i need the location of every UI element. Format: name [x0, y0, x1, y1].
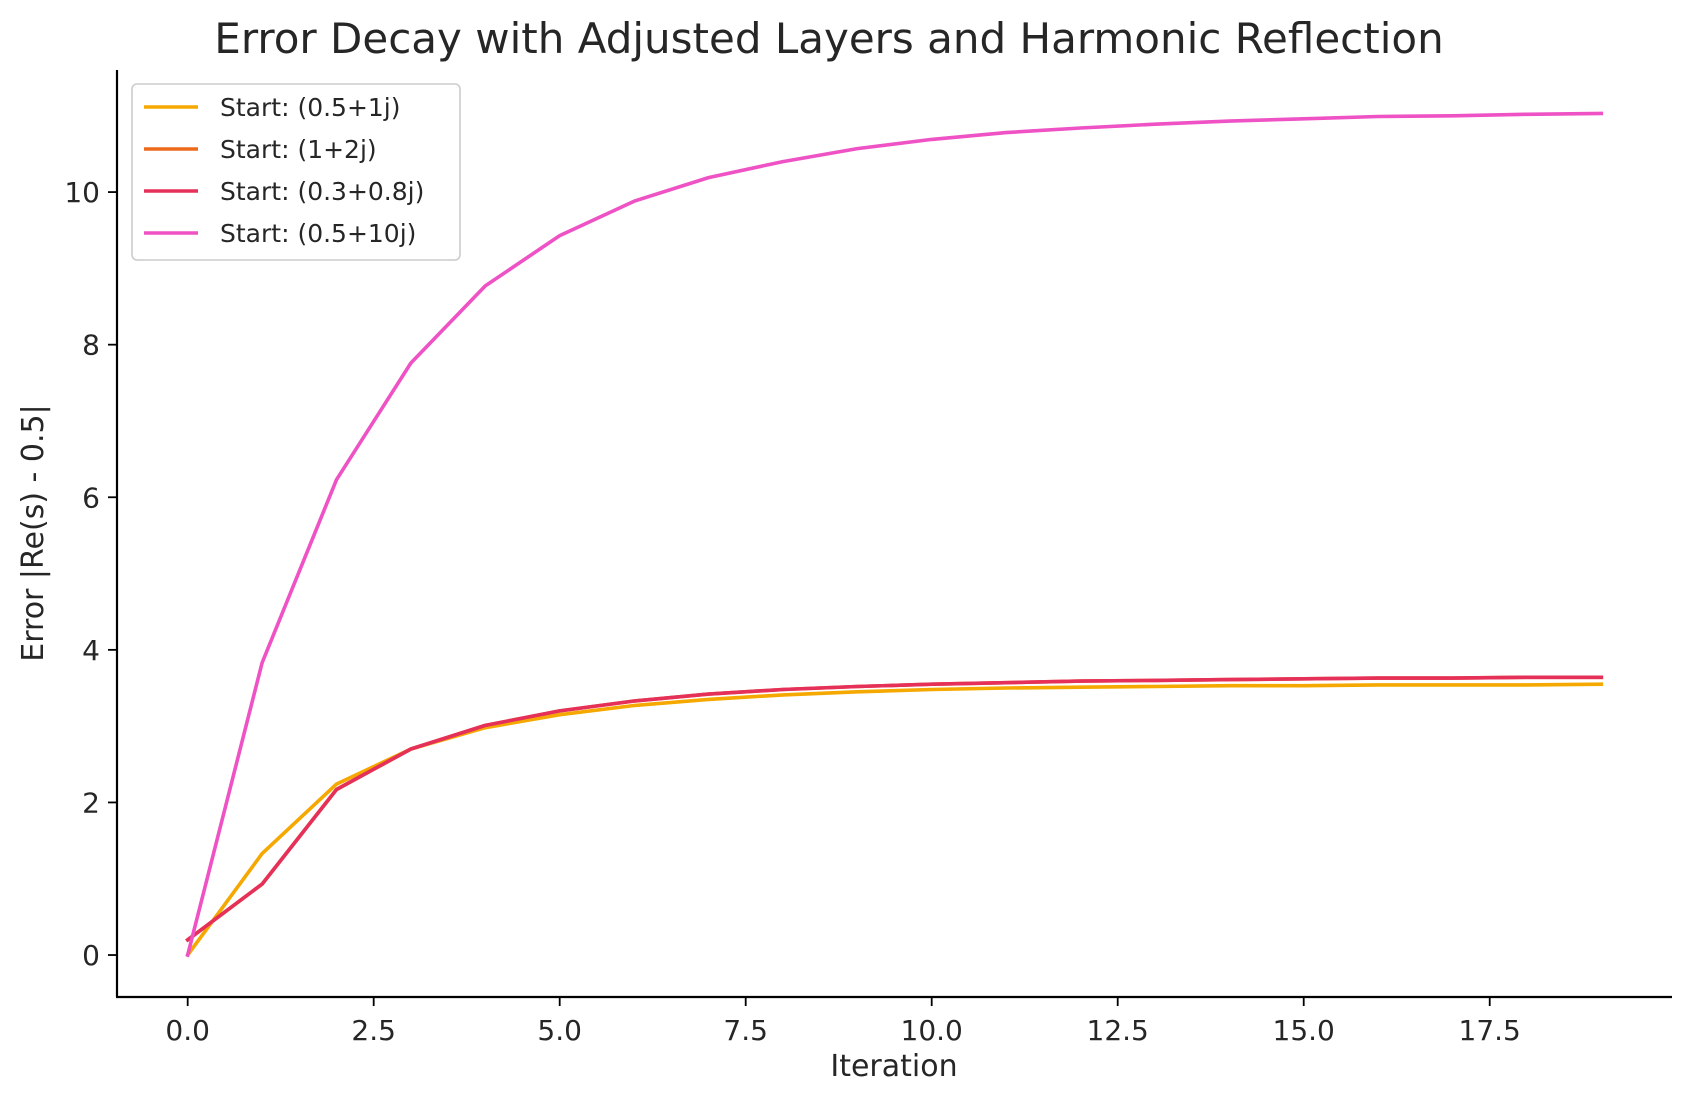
series-line-1	[185, 682, 1604, 958]
chart-title: Error Decay with Adjusted Layers and Har…	[214, 14, 1443, 63]
legend-label: Start: (0.5+10j)	[220, 219, 416, 248]
y-tick-label: 10	[64, 176, 100, 209]
legend-label: Start: (1+2j)	[220, 135, 377, 164]
x-tick-label: 2.5	[351, 1014, 396, 1047]
y-axis-label: Error |Re(s) - 0.5|	[16, 404, 51, 661]
legend: Start: (0.5+1j) Start: (1+2j) Start: (0.3+…	[131, 83, 461, 261]
plot-area	[185, 111, 1604, 958]
y-tick-label: 6	[82, 481, 100, 514]
y-tick-label: 8	[82, 329, 100, 362]
y-axis-ticks: 0 2 4 6 8 10	[64, 176, 117, 972]
legend-frame	[131, 83, 461, 261]
x-tick-label: 12.5	[1087, 1014, 1149, 1047]
series-line-3	[185, 675, 1604, 943]
x-axis-label: Iteration	[830, 1049, 957, 1084]
series-line-2	[185, 675, 1604, 943]
x-tick-label: 15.0	[1273, 1014, 1335, 1047]
y-tick-label: 2	[82, 786, 100, 819]
y-tick-label: 4	[82, 634, 100, 667]
y-tick-label: 0	[82, 939, 100, 972]
x-tick-label: 17.5	[1459, 1014, 1521, 1047]
x-axis-ticks: 0.0 2.5 5.0 7.5 10.0 12.5 15.0 17.5	[165, 997, 1521, 1047]
x-tick-label: 0.0	[165, 1014, 210, 1047]
series-line-4	[185, 111, 1604, 958]
legend-label: Start: (0.3+0.8j)	[220, 177, 424, 206]
x-tick-label: 5.0	[537, 1014, 582, 1047]
legend-label: Start: (0.5+1j)	[220, 93, 401, 122]
x-tick-label: 10.0	[901, 1014, 963, 1047]
x-tick-label: 7.5	[723, 1014, 768, 1047]
